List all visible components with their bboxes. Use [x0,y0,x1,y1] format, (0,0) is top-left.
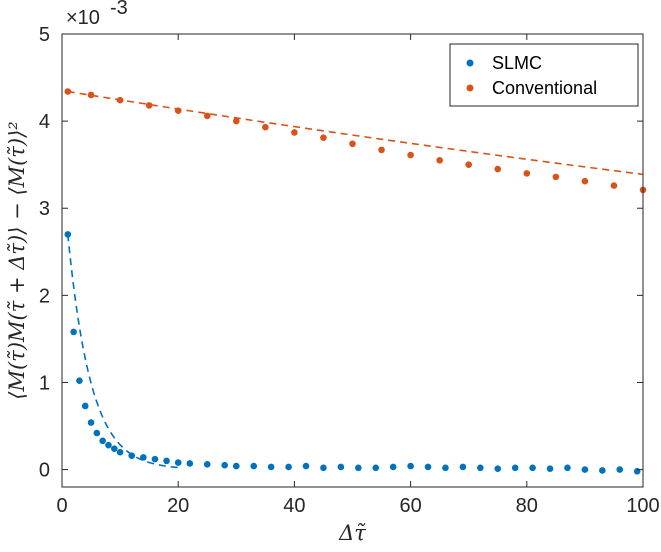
data-point-slmc [546,465,554,473]
x-tick-label: 40 [283,495,305,517]
y-exponent-power: -3 [110,0,128,19]
plot-area [64,88,647,475]
data-point-conventional [64,88,72,95]
data-point-slmc [477,464,484,472]
data-point-slmc [233,462,240,470]
data-point-slmc [128,452,136,459]
data-point-conventional [349,140,356,148]
data-point-slmc [186,460,194,467]
data-point-slmc [87,419,95,426]
data-point-slmc [529,464,536,472]
data-point-slmc [581,466,589,473]
data-point-slmc [459,463,467,471]
data-point-conventional [407,151,414,159]
data-point-conventional [436,157,443,164]
data-point-conventional [610,182,618,189]
data-point-conventional [552,173,560,181]
data-point-conventional [145,102,153,109]
data-point-slmc [174,459,182,466]
data-point-slmc [285,463,292,471]
data-point-slmc [389,463,397,471]
data-point-conventional [581,177,589,185]
data-point-conventional [378,146,385,154]
data-point-conventional [116,96,124,104]
legend-marker-conventional [466,84,474,92]
data-point-slmc [151,455,159,463]
legend-marker-slmc [466,59,474,67]
y-tick-label: 2 [39,285,50,307]
data-point-slmc [64,231,72,238]
x-axis-label: Δτ̃ [338,521,366,545]
legend-label-conventional: Conventional [492,78,597,98]
data-point-slmc [633,468,641,475]
y-tick-label: 0 [39,460,50,482]
y-tick-label: 3 [39,198,50,220]
data-point-slmc [372,464,380,472]
y-exponent-label: ×10 [66,7,100,29]
x-tick-label: 20 [167,495,189,517]
data-point-slmc [320,464,327,472]
data-point-conventional [494,165,502,173]
y-tick-label: 1 [39,372,50,394]
data-point-slmc [140,454,147,461]
data-point-conventional [233,117,240,125]
x-tick-label: 80 [516,495,538,517]
data-point-conventional [203,112,211,120]
data-point-slmc [302,462,310,470]
data-point-slmc [105,441,112,449]
data-point-slmc [221,461,228,469]
data-point-slmc [163,457,170,465]
data-point-slmc [407,462,414,470]
data-point-slmc [250,462,258,470]
fit-line-slmc [67,234,179,469]
data-point-slmc [76,377,83,385]
data-point-conventional [174,107,182,114]
data-point-conventional [465,161,473,168]
data-point-slmc [511,464,519,472]
y-axis-label: ⟨M(τ̃)M(τ̃ + Δτ̃)⟩ − ⟨M(τ̃)⟩² [5,121,29,399]
data-point-slmc [203,461,211,468]
data-point-slmc [564,464,571,472]
data-point-conventional [523,170,531,177]
legend-label-slmc: SLMC [492,53,542,73]
data-point-slmc [494,465,502,473]
data-point-slmc [116,448,124,456]
data-point-slmc [616,466,624,473]
x-tick-label: 60 [399,495,421,517]
data-point-slmc [337,463,345,471]
axis-ticks: 0 20 40 60 80 100 0 1 2 3 4 5 [39,24,660,517]
data-point-conventional [291,129,298,136]
data-point-slmc [99,437,106,445]
axes-box [61,33,644,488]
data-point-slmc [355,464,362,472]
data-point-slmc [424,463,432,471]
data-point-conventional [87,91,95,99]
data-point-slmc [81,402,89,410]
data-point-slmc [442,464,449,472]
y-tick-label: 4 [39,111,50,133]
data-point-slmc [70,328,77,336]
fit-line-conventional [67,90,644,176]
y-tick-label: 5 [39,24,50,46]
data-point-slmc [110,445,118,452]
data-point-slmc [93,429,101,437]
data-point-conventional [320,134,327,141]
x-tick-label: 100 [626,495,659,517]
data-point-conventional [262,123,269,131]
data-point-slmc [599,467,606,474]
legend-box [449,43,639,107]
legend: SLMC Conventional [449,43,639,107]
x-tick-label: 0 [56,495,67,517]
data-point-slmc [267,463,275,471]
